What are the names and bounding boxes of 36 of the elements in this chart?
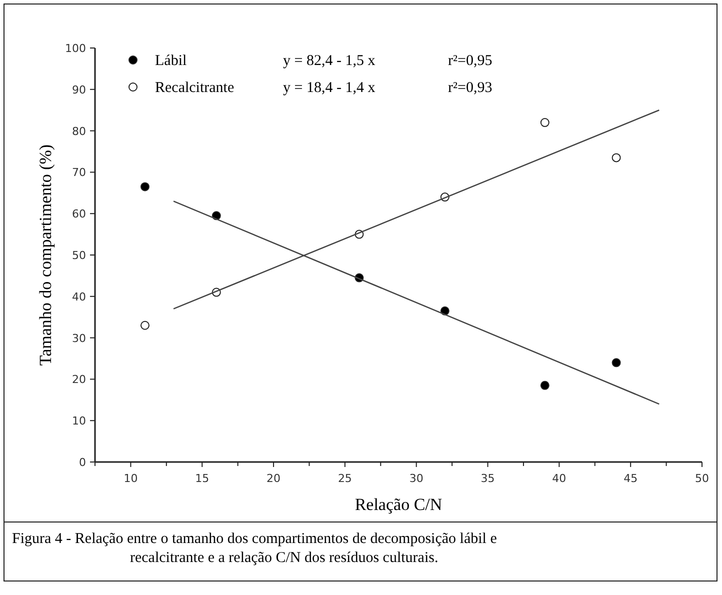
y-tick-label: 50	[72, 249, 86, 262]
annotation: y = 82,4 - 1,5 x	[283, 53, 376, 69]
x-tick-label: 20	[266, 472, 281, 485]
x-tick-label: 50	[695, 472, 709, 485]
annotation: r²=0,95	[448, 53, 492, 69]
x-tick-label: 40	[552, 472, 566, 485]
text: recalcitrante e a relação C/N dos resíduos culturais.	[130, 550, 438, 566]
point	[540, 380, 550, 390]
point	[540, 118, 550, 128]
y-tick-label: 20	[72, 373, 86, 386]
y-tick-label: 80	[72, 124, 86, 138]
text: Figura 4 - Relação entre o tamanho dos compartimentos de decomposição lábil e	[12, 531, 498, 547]
x-tick-label: 25	[338, 472, 352, 485]
y-axis-title: Tamanho do compartimento (%)	[36, 144, 55, 366]
point	[612, 153, 621, 162]
point	[612, 358, 621, 368]
y-tick-label: 90	[72, 83, 86, 96]
y-tick-label: 0	[79, 456, 86, 469]
x-tick-label: 15	[195, 472, 210, 485]
x-axis-title: Relação C/N	[354, 495, 442, 514]
annotation: r²=0,93	[448, 80, 492, 96]
y-tick-label: 40	[72, 290, 86, 304]
point	[140, 182, 150, 192]
y-tick-label: 10	[72, 414, 86, 428]
x-tick-label: 45	[624, 472, 638, 485]
annotation: y = 18,4 - 1,4 x	[283, 80, 376, 96]
y-tick-label: 70	[72, 166, 86, 180]
legend-label: Recalcitrante	[155, 80, 234, 96]
x-tick-label: 35	[480, 472, 495, 485]
x-tick-label: 10	[124, 472, 138, 485]
y-tick-label: 30	[72, 332, 86, 345]
x-tick-label: 30	[409, 472, 424, 485]
legend-label: Lábil	[155, 53, 187, 69]
y-tick-label: 100	[65, 42, 86, 55]
y-tick-label: 60	[72, 208, 86, 221]
point	[140, 320, 150, 330]
